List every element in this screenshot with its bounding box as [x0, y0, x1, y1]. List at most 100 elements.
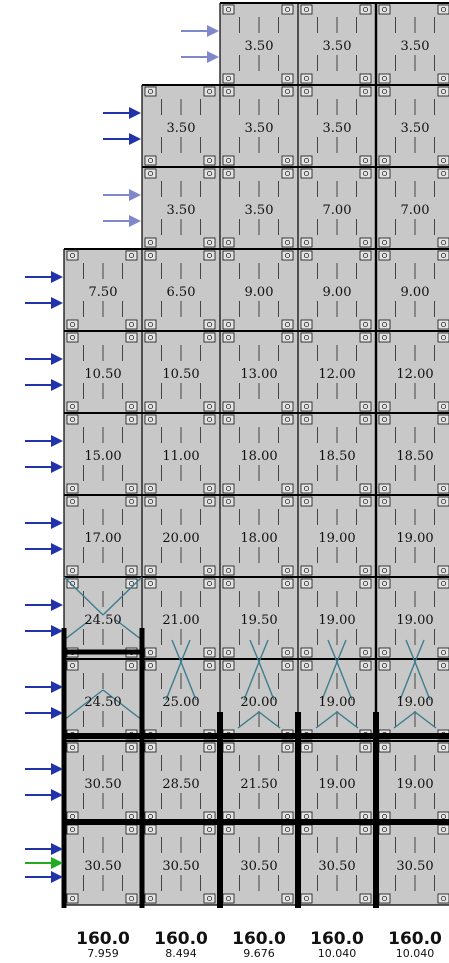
connection-box-frame [378, 660, 391, 671]
connection-bolt [225, 567, 232, 574]
connection-box-frame [281, 4, 294, 15]
connection-bolt [206, 321, 213, 328]
connection-bolt [225, 416, 232, 423]
connection-box-frame [281, 319, 294, 330]
connection-box [125, 319, 138, 330]
connection-box-frame [203, 319, 216, 330]
arrowhead [51, 271, 63, 283]
brace-member [102, 576, 143, 616]
connection-bolt [303, 157, 310, 164]
connection-bolt [206, 580, 213, 587]
connection-bolt [440, 498, 447, 505]
connection-box-frame [359, 401, 372, 412]
connection-box [281, 647, 294, 658]
connection-bolt [284, 895, 291, 902]
connection-bolt [362, 826, 369, 833]
arrowhead [51, 707, 63, 719]
connection-bolt [381, 403, 388, 410]
wind-load-arrow-dark [25, 543, 63, 555]
connection-box-frame [222, 4, 235, 15]
connection-box [144, 250, 157, 261]
connection-box [378, 73, 391, 84]
wind-load-arrow-dark [25, 435, 63, 447]
brace-member [237, 711, 260, 729]
wind-load-arrow-dark [25, 843, 63, 855]
cell-value-label: 7.00 [401, 203, 430, 218]
connection-box-frame [437, 647, 449, 658]
cell-value-label: 20.00 [240, 695, 277, 710]
connection-box [437, 401, 449, 412]
connection-box [203, 742, 216, 753]
connection-bolt [69, 485, 76, 492]
connection-box [437, 250, 449, 261]
connection-bolt [69, 567, 76, 574]
connection-box-frame [144, 824, 157, 835]
connection-box [378, 86, 391, 97]
connection-bolt [284, 170, 291, 177]
connection-bolt [381, 580, 388, 587]
connection-bolt [128, 334, 135, 341]
connection-box [222, 401, 235, 412]
connection-box [378, 332, 391, 343]
connection-box-frame [378, 237, 391, 248]
connection-box [359, 824, 372, 835]
connection-box-frame [222, 742, 235, 753]
connection-bolt [362, 813, 369, 820]
connection-box-frame [66, 250, 79, 261]
connection-box [203, 86, 216, 97]
base-load-value: 160.0 [310, 929, 364, 949]
connection-bolt [362, 88, 369, 95]
cell-value-label: 24.50 [84, 695, 121, 710]
wind-load-arrow-dark [25, 599, 63, 611]
connection-box-frame [203, 237, 216, 248]
arrowhead [51, 843, 63, 855]
wind-load-arrow-green [25, 857, 63, 869]
connection-bolt [440, 580, 447, 587]
connection-box-frame [222, 73, 235, 84]
connection-bolt [69, 403, 76, 410]
connection-box-frame [359, 73, 372, 84]
cell-value-label: 13.00 [240, 367, 277, 382]
connection-bolt [128, 485, 135, 492]
arrowhead [51, 543, 63, 555]
connection-bolt [362, 321, 369, 328]
connection-box-frame [437, 824, 449, 835]
connection-box [359, 414, 372, 425]
connection-box [203, 237, 216, 248]
connection-box [144, 893, 157, 904]
connection-bolt [147, 157, 154, 164]
connection-bolt [147, 826, 154, 833]
connection-bolt [303, 649, 310, 656]
connection-box-frame [144, 237, 157, 248]
connection-box-frame [359, 319, 372, 330]
cell-value-label: 20.00 [162, 531, 199, 546]
connection-box-frame [437, 401, 449, 412]
connection-box-frame [281, 483, 294, 494]
connection-bolt [128, 403, 135, 410]
connection-bolt [362, 334, 369, 341]
wind-load-arrow-light [103, 215, 141, 227]
connection-box-frame [359, 414, 372, 425]
connection-box [203, 893, 216, 904]
connection-bolt [303, 895, 310, 902]
connection-bolt [225, 403, 232, 410]
connection-bolt [381, 252, 388, 259]
connection-box [378, 483, 391, 494]
cell-value-label: 30.50 [162, 859, 199, 874]
connection-bolt [284, 6, 291, 13]
cell-value-label: 10.50 [162, 367, 199, 382]
connection-bolt [362, 744, 369, 751]
connection-box-frame [359, 168, 372, 179]
connection-bolt [381, 157, 388, 164]
connection-bolt [69, 416, 76, 423]
detail-layer [66, 4, 449, 904]
panel-row-6 [64, 495, 449, 577]
panel-row-2 [142, 167, 449, 249]
connection-box [66, 578, 79, 589]
connection-bolt [303, 170, 310, 177]
connection-box [203, 660, 216, 671]
connection-bolt [206, 239, 213, 246]
connection-bolt [225, 239, 232, 246]
wind-load-arrow-dark [25, 297, 63, 309]
connection-box [359, 237, 372, 248]
